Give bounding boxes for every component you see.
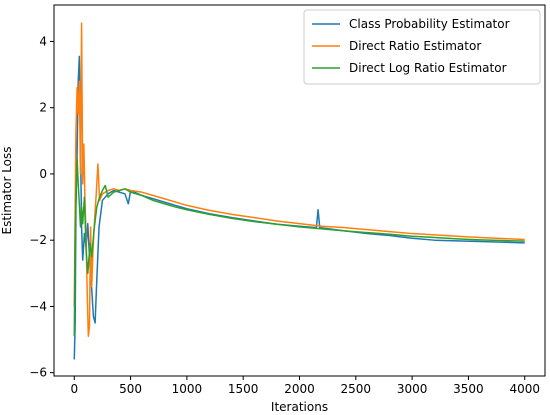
y-tick-label: −6 (29, 366, 47, 380)
legend-label: Direct Log Ratio Estimator (349, 61, 507, 75)
x-tick-label: 4000 (509, 382, 540, 396)
x-tick-label: 3500 (453, 382, 484, 396)
x-tick-label: 2000 (284, 382, 315, 396)
x-tick-label: 1000 (172, 382, 203, 396)
legend-label: Class Probability Estimator (349, 17, 510, 31)
x-tick-label: 1500 (228, 382, 259, 396)
y-tick-label: −2 (29, 233, 47, 247)
legend-label: Direct Ratio Estimator (349, 39, 481, 53)
y-tick-label: 0 (39, 167, 47, 181)
x-tick-label: 2500 (341, 382, 372, 396)
x-tick-label: 3000 (397, 382, 428, 396)
y-tick-label: 2 (39, 101, 47, 115)
x-axis-title: Iterations (271, 400, 328, 414)
y-tick-label: 4 (39, 34, 47, 48)
legend: Class Probability Estimator Direct Ratio … (304, 10, 540, 84)
y-tick-label: −4 (29, 299, 47, 313)
x-tick-label: 500 (119, 382, 142, 396)
y-axis-title: Estimator Loss (0, 146, 14, 234)
x-tick-label: 0 (70, 382, 78, 396)
